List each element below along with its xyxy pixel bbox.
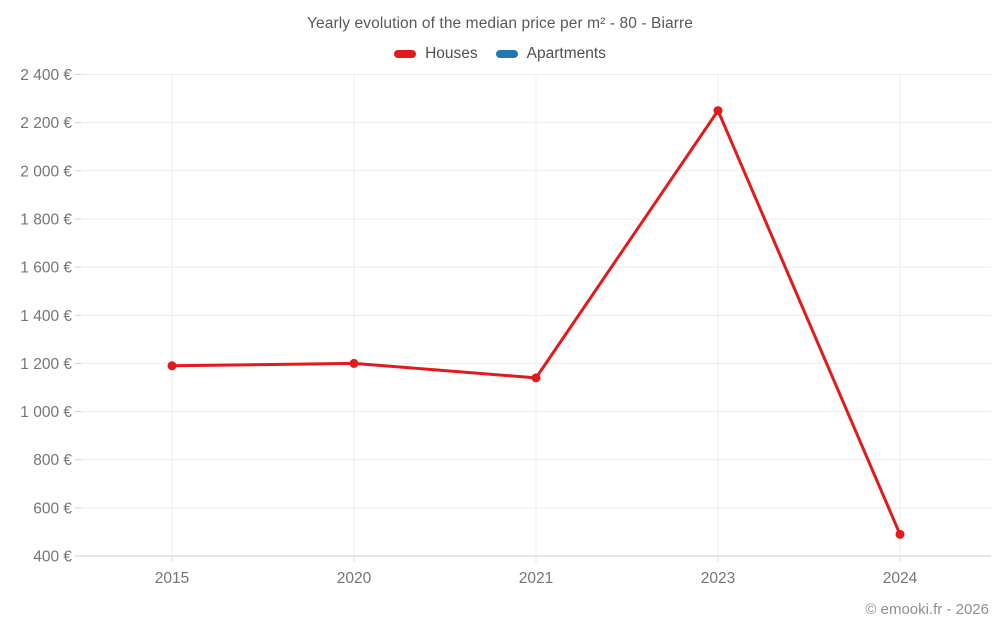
- y-axis-label: 600 €: [33, 500, 72, 517]
- x-axis-label: 2021: [519, 570, 553, 587]
- chart-legend: Houses Apartments: [0, 45, 1000, 63]
- y-axis-label: 1 800 €: [20, 211, 72, 228]
- houses-data-point-2023[interactable]: [713, 106, 723, 116]
- legend-swatch-houses: [394, 50, 417, 58]
- houses-data-point-2020[interactable]: [349, 358, 359, 368]
- chart-title: Yearly evolution of the median price per…: [307, 15, 693, 32]
- y-axis-label: 1 200 €: [20, 356, 72, 373]
- x-axis-label: 2024: [883, 570, 918, 587]
- legend-label: Houses: [425, 45, 478, 62]
- y-axis-label: 800 €: [33, 452, 72, 469]
- y-axis-label: 2 000 €: [20, 163, 72, 180]
- legend-item-apartments[interactable]: Apartments: [495, 45, 606, 63]
- y-axis-label: 1 400 €: [20, 308, 72, 325]
- houses-data-point-2021[interactable]: [531, 373, 541, 383]
- copyright-footer: © emooki.fr - 2026: [865, 601, 989, 618]
- y-axis-label: 2 400 €: [20, 67, 72, 84]
- x-axis-label: 2020: [337, 570, 372, 587]
- legend-label: Apartments: [526, 45, 606, 62]
- x-axis-label: 2023: [701, 570, 735, 587]
- legend-swatch-apartments: [495, 50, 518, 58]
- y-axis-label: 2 200 €: [20, 115, 72, 132]
- houses-data-point-2015[interactable]: [167, 361, 177, 371]
- y-axis-label: 400 €: [33, 549, 72, 566]
- x-axis-label: 2015: [155, 570, 189, 587]
- y-axis-label: 1 000 €: [20, 404, 72, 421]
- y-axis-label: 1 600 €: [20, 260, 72, 277]
- houses-data-point-2024[interactable]: [895, 529, 905, 539]
- legend-item-houses[interactable]: Houses: [394, 45, 478, 63]
